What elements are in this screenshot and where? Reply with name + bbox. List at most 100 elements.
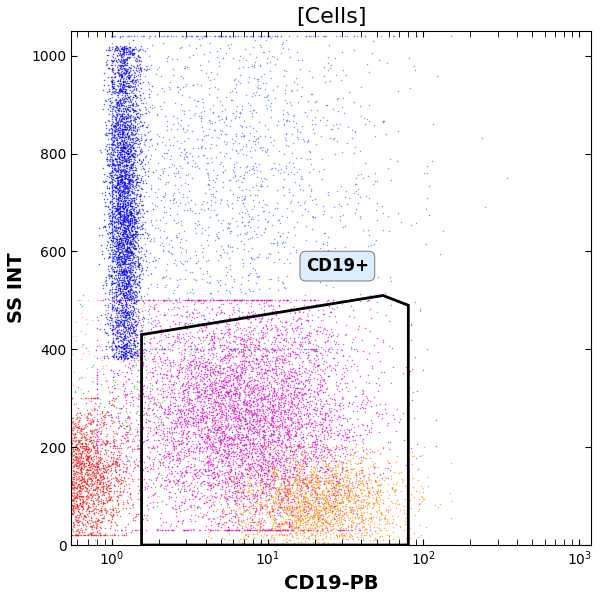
Point xyxy=(60,458,70,468)
Point xyxy=(205,451,214,460)
Point xyxy=(292,521,301,531)
Point xyxy=(137,328,146,338)
Point xyxy=(283,348,293,358)
Point xyxy=(112,475,121,485)
Point xyxy=(123,92,133,102)
Point xyxy=(115,190,124,200)
Point xyxy=(295,306,304,316)
Point xyxy=(167,526,176,535)
Point xyxy=(28,512,38,521)
Point xyxy=(265,539,274,549)
Point xyxy=(126,269,136,278)
Point xyxy=(203,179,213,189)
Point xyxy=(180,446,190,455)
Point xyxy=(122,308,132,317)
Point xyxy=(419,442,428,452)
Point xyxy=(106,486,116,496)
Point xyxy=(144,52,154,61)
Point xyxy=(221,429,231,439)
Point xyxy=(223,328,232,337)
Point xyxy=(363,519,373,529)
Point xyxy=(344,193,354,202)
Point xyxy=(301,422,311,432)
Point xyxy=(332,406,342,415)
Point xyxy=(120,124,130,134)
Point xyxy=(208,526,218,535)
Point xyxy=(312,436,322,445)
Point xyxy=(253,272,263,282)
Point xyxy=(77,527,87,536)
Point xyxy=(277,370,286,379)
Point xyxy=(93,492,103,502)
Point xyxy=(117,419,127,428)
Point xyxy=(119,322,129,331)
Point xyxy=(265,449,275,458)
Point xyxy=(227,492,237,502)
Point xyxy=(296,483,305,493)
Point xyxy=(58,522,68,532)
Point xyxy=(231,363,241,373)
Point xyxy=(109,256,118,266)
Point xyxy=(215,296,224,305)
Point xyxy=(371,540,380,550)
Point xyxy=(136,212,145,222)
Point xyxy=(197,296,207,305)
Point xyxy=(115,138,124,148)
Point xyxy=(304,456,314,466)
Point xyxy=(225,242,235,252)
Point xyxy=(196,113,206,123)
Point xyxy=(59,445,68,454)
Point xyxy=(305,369,314,379)
Point xyxy=(266,344,276,353)
Point xyxy=(275,409,285,418)
Point xyxy=(79,460,89,469)
Point xyxy=(144,92,154,101)
Point xyxy=(119,316,128,325)
Point xyxy=(125,358,134,367)
Point xyxy=(295,510,305,520)
Point xyxy=(247,388,256,398)
Point xyxy=(283,374,292,383)
Point xyxy=(195,503,205,512)
Point xyxy=(106,178,115,187)
Point xyxy=(262,104,272,113)
Point xyxy=(209,205,219,215)
Point xyxy=(253,460,263,469)
Point xyxy=(290,476,299,486)
Point xyxy=(236,516,246,526)
Point xyxy=(159,207,169,217)
Point xyxy=(349,491,359,500)
Point xyxy=(149,303,158,313)
Point xyxy=(329,448,338,457)
Point xyxy=(373,487,382,497)
Point xyxy=(168,190,178,200)
Point xyxy=(288,337,298,346)
Point xyxy=(283,484,293,493)
Point xyxy=(146,313,156,323)
Point xyxy=(67,530,76,540)
Point xyxy=(51,473,61,483)
Point xyxy=(127,77,136,86)
Point xyxy=(170,318,179,328)
Point xyxy=(192,385,202,394)
Point xyxy=(221,129,230,139)
Point xyxy=(112,496,122,505)
Point xyxy=(184,362,194,372)
Point xyxy=(119,142,128,151)
Point xyxy=(132,157,142,167)
Point xyxy=(273,383,283,393)
Point xyxy=(117,257,127,267)
Point xyxy=(164,448,174,458)
Point xyxy=(124,92,133,101)
Point xyxy=(268,344,278,354)
Point xyxy=(109,254,118,264)
Point xyxy=(83,503,93,512)
Point xyxy=(261,530,271,540)
Point xyxy=(326,417,335,427)
Point xyxy=(49,496,59,506)
Point xyxy=(127,187,137,196)
Point xyxy=(211,473,220,482)
Point xyxy=(247,405,256,415)
Point xyxy=(149,103,159,112)
Point xyxy=(219,382,229,392)
